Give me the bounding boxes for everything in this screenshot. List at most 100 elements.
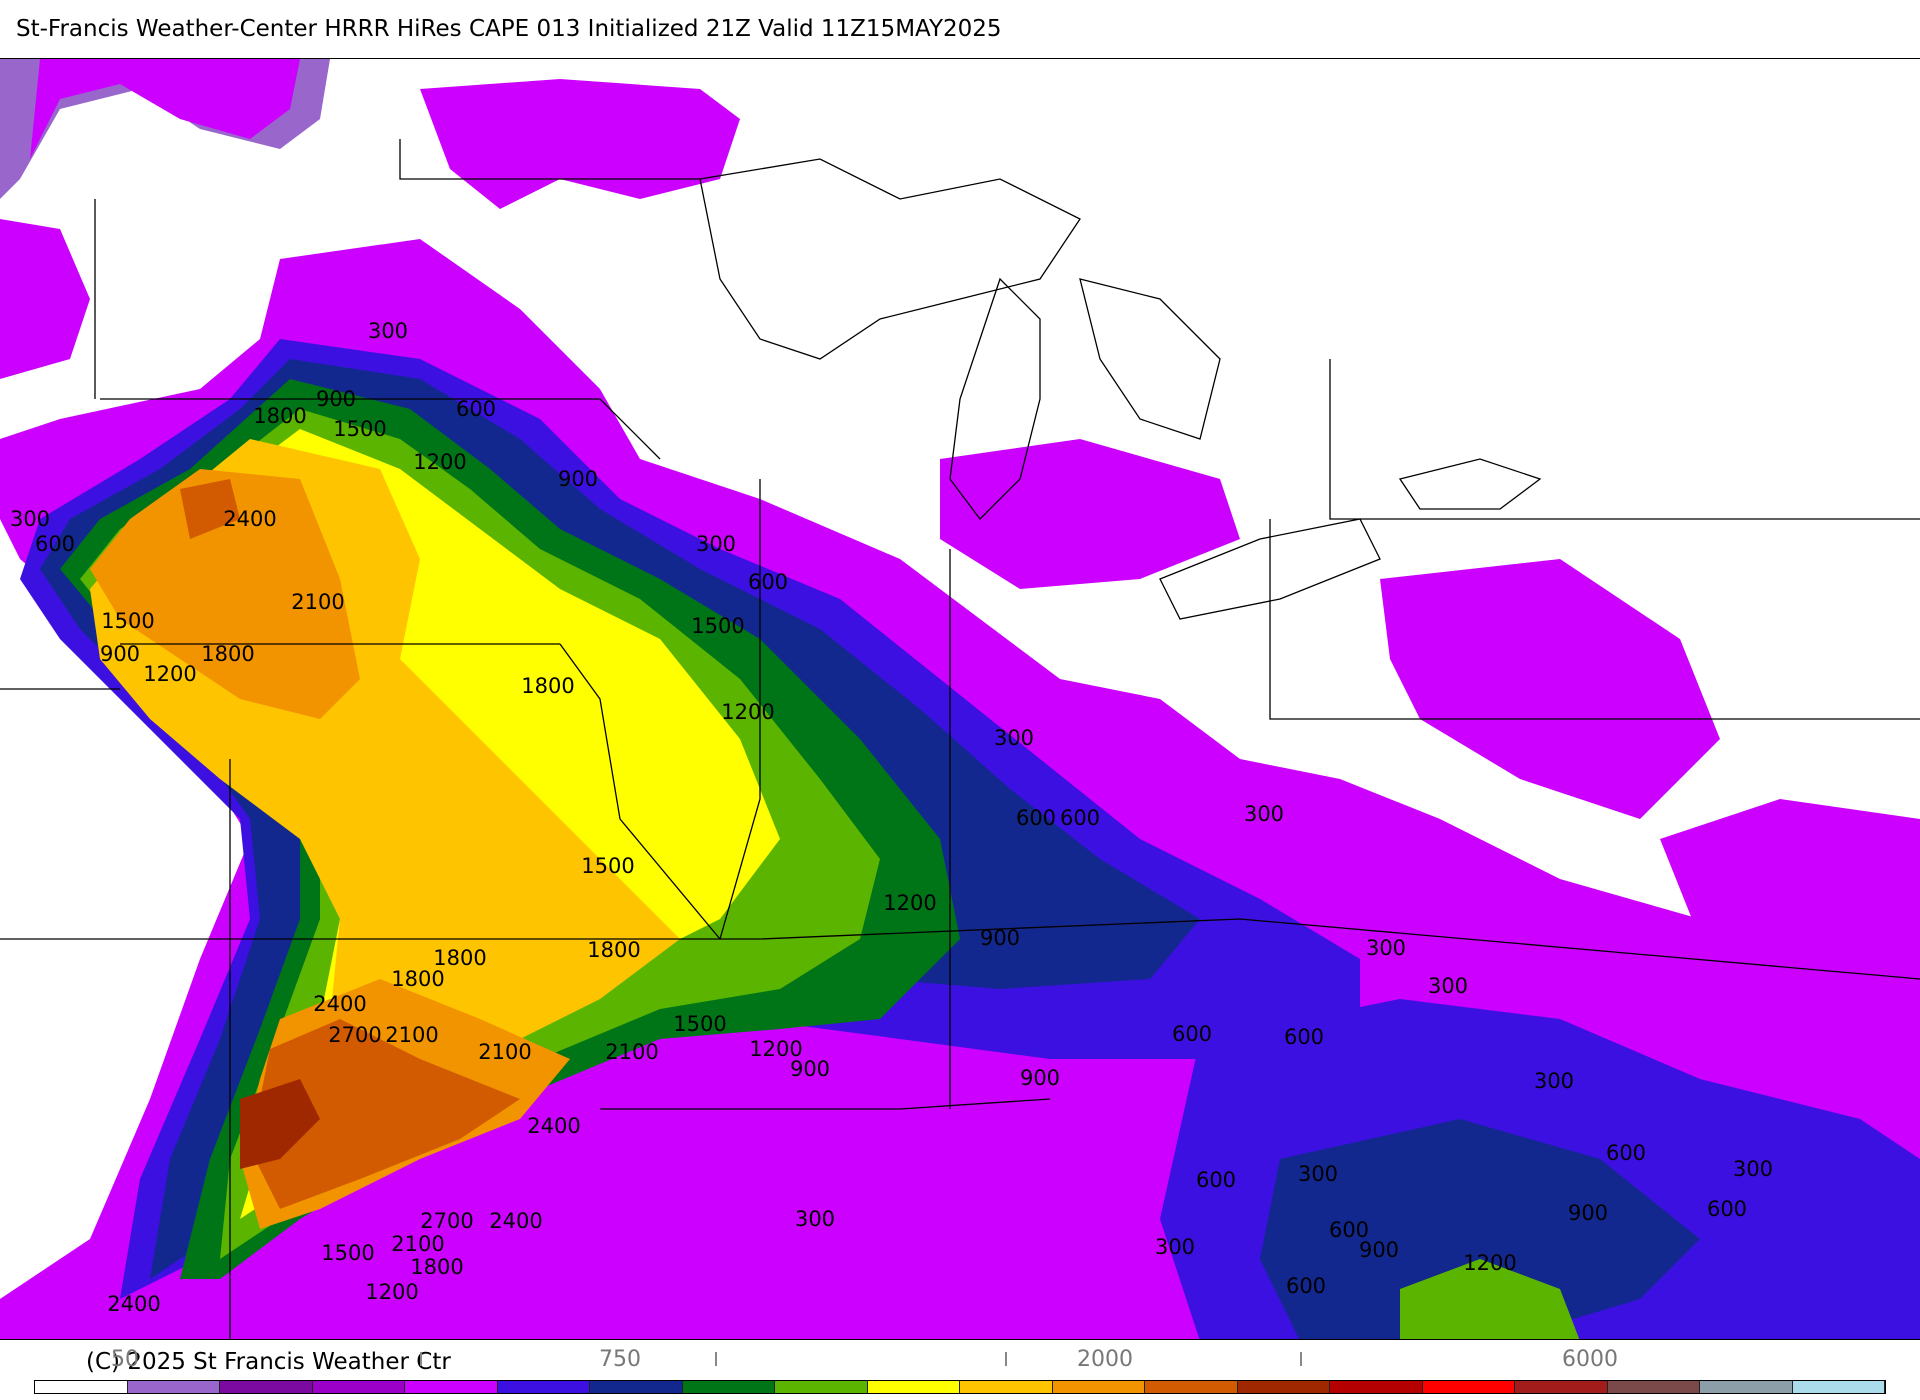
contour-label: 1800 (410, 1255, 463, 1279)
contour-label: 2100 (605, 1040, 658, 1064)
cape-band-2100 (90, 469, 360, 719)
contour-label: 900 (316, 387, 356, 411)
colorbar-tick-label: 6000 (1562, 1347, 1618, 1372)
contour-label: 2100 (478, 1040, 531, 1064)
contour-label: 300 (1155, 1235, 1195, 1259)
contour-label: 1200 (413, 450, 466, 474)
contour-label: 2700 (420, 1209, 473, 1233)
state-border-v2 (719, 479, 761, 940)
cape-colorbar (34, 1380, 1886, 1394)
contour-label: 900 (1359, 1238, 1399, 1262)
cape-band-northeast (1380, 559, 1720, 819)
contour-label: 300 (1428, 974, 1468, 998)
state-border-v1 (559, 643, 721, 940)
colorbar-swatch (1052, 1381, 1145, 1393)
contour-label: 2400 (107, 1292, 160, 1316)
cape-band-50-northwest (30, 59, 300, 159)
lake-superior-outline (699, 158, 1081, 360)
colorbar-swatch (682, 1381, 775, 1393)
contour-label: 300 (10, 507, 50, 531)
colorbar-tick-label: 50 (111, 1347, 139, 1372)
colorbar-tick-label: 2000 (1077, 1347, 1133, 1372)
contour-label: 900 (100, 642, 140, 666)
contour-label: 2100 (391, 1232, 444, 1256)
contour-label: 2100 (385, 1023, 438, 1047)
colorbar-swatch (590, 1381, 683, 1393)
colorbar-swatch (775, 1381, 868, 1393)
contour-label: 1200 (883, 891, 936, 915)
colorbar-tick-mark (715, 1352, 717, 1366)
state-border-h1 (100, 398, 661, 460)
contour-label: 300 (1298, 1162, 1338, 1186)
colorbar-swatch (220, 1381, 313, 1393)
contour-label: 600 (748, 570, 788, 594)
cape-band-2400-north (180, 479, 240, 539)
contour-label: 1200 (365, 1280, 418, 1304)
contour-label: 1500 (691, 614, 744, 638)
contour-label: 900 (790, 1057, 830, 1081)
contour-label: 600 (35, 532, 75, 556)
cape-band-2400 (250, 1019, 520, 1209)
lake-ontario-outline (1398, 458, 1542, 510)
contour-label: 600 (1060, 806, 1100, 830)
colorbar-tick-mark (1300, 1352, 1302, 1366)
colorbar-swatch (35, 1381, 128, 1393)
contour-label: 600 (1284, 1025, 1324, 1049)
cape-band-north-plume (420, 79, 740, 209)
colorbar-swatch (1237, 1381, 1330, 1393)
colorbar-tick-mark (420, 1352, 422, 1366)
contour-label: 300 (368, 319, 408, 343)
contour-label: 600 (1707, 1197, 1747, 1221)
contour-label: 2400 (223, 507, 276, 531)
contour-label: 900 (980, 926, 1020, 950)
lake-huron-outline (1079, 278, 1221, 440)
contour-label: 2400 (313, 992, 366, 1016)
contour-label: 2400 (489, 1209, 542, 1233)
colorbar-swatch (867, 1381, 960, 1393)
colorbar-swatch (1700, 1381, 1793, 1393)
contour-label: 1500 (673, 1012, 726, 1036)
contour-label: 600 (456, 397, 496, 421)
contour-label: 600 (1172, 1022, 1212, 1046)
contour-label: 900 (1568, 1201, 1608, 1225)
colorbar-swatch (1515, 1381, 1608, 1393)
contour-label: 300 (1366, 936, 1406, 960)
contour-label: 1500 (321, 1241, 374, 1265)
state-border-h4 (600, 1098, 1051, 1110)
contour-label: 2100 (291, 590, 344, 614)
cape-band-east-green (1400, 1259, 1580, 1339)
contour-label: 600 (1196, 1168, 1236, 1192)
contour-label: 600 (1016, 806, 1056, 830)
contour-label: 300 (795, 1207, 835, 1231)
colorbar-swatch (1792, 1381, 1885, 1393)
state-border-h3 (0, 918, 1920, 980)
colorbar-tick-label: 750 (599, 1347, 641, 1372)
map-title: St-Francis Weather-Center HRRR HiRes CAP… (16, 16, 1002, 42)
contour-label: 300 (994, 726, 1034, 750)
colorbar-tick-mark (1005, 1352, 1007, 1366)
colorbar-swatch (1145, 1381, 1238, 1393)
contour-label: 1800 (391, 967, 444, 991)
state-border-v5 (1269, 519, 1920, 720)
contour-label: 900 (558, 467, 598, 491)
contour-label: 1200 (143, 662, 196, 686)
cape-band-2700 (240, 1079, 320, 1169)
lake-erie-outline (1159, 518, 1381, 620)
contour-label: 1500 (333, 417, 386, 441)
cape-band-light-east (940, 439, 1240, 589)
cape-band-west-edge (0, 219, 90, 379)
contour-label: 1800 (253, 404, 306, 428)
contour-label: 1800 (201, 642, 254, 666)
contour-label: 2400 (527, 1114, 580, 1138)
geographic-outlines (0, 139, 1920, 1339)
state-border-v6 (1329, 359, 1920, 520)
contour-label: 1500 (101, 609, 154, 633)
lake-michigan-outline (949, 277, 1041, 520)
colorbar-swatch (312, 1381, 405, 1393)
contour-label: 300 (1244, 802, 1284, 826)
cape-map: 300 900 600 1800 1500 1200 900 2400 300 600 300 600… (0, 58, 1920, 1340)
cape-band-far-east (1660, 799, 1920, 979)
cape-band-east-navy (1260, 1119, 1700, 1339)
